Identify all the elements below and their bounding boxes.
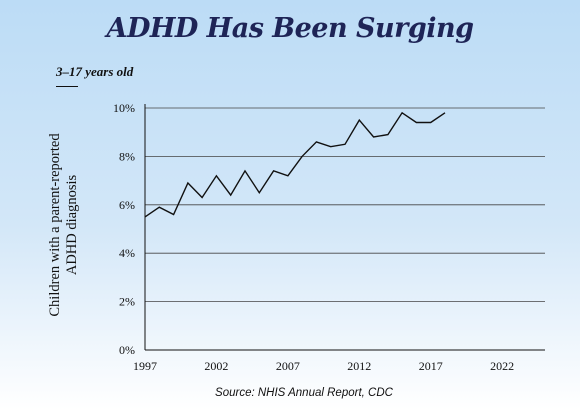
x-tick-label: 2002 (204, 359, 228, 373)
data-point (229, 194, 232, 197)
data-point (243, 169, 246, 172)
data-point (215, 174, 218, 177)
legend-line-swatch (56, 86, 78, 87)
data-point (386, 133, 389, 136)
y-tick-labels: 0% 2% 4% 6% 8% 10% (113, 101, 135, 357)
y-tick-label: 0% (119, 343, 135, 357)
source-note: Source: NHIS Annual Report, CDC (215, 387, 393, 399)
data-point (415, 121, 418, 124)
x-tick-label: 2007 (276, 359, 300, 373)
data-point (172, 213, 175, 216)
data-point (201, 196, 204, 199)
series-line (144, 111, 446, 218)
data-point (315, 140, 318, 143)
data-point (443, 111, 446, 114)
series-group (143, 111, 446, 218)
x-tick-labels: 1997 2002 2007 2012 2017 2022 (133, 359, 514, 373)
data-point (401, 111, 404, 114)
legend-label: 3–17 years old (56, 64, 134, 79)
data-point (143, 215, 146, 218)
y-tick-label: 4% (119, 246, 135, 260)
data-point (158, 206, 161, 209)
data-point (186, 181, 189, 184)
x-tick-label: 2022 (490, 359, 514, 373)
x-tick-label: 2012 (347, 359, 371, 373)
data-point (358, 119, 361, 122)
x-tick-label: 1997 (133, 359, 157, 373)
x-tick-label: 2017 (419, 359, 443, 373)
data-point (286, 174, 289, 177)
gridlines (145, 107, 545, 303)
axes (144, 104, 545, 351)
data-point (372, 135, 375, 138)
chart-title: ADHD Has Been Surging (106, 13, 475, 44)
y-tick-label: 2% (119, 295, 135, 309)
data-point (258, 191, 261, 194)
y-tick-label: 10% (113, 101, 135, 115)
y-tick-label: 6% (119, 198, 135, 212)
data-point (343, 143, 346, 146)
data-point (272, 169, 275, 172)
y-tick-label: 8% (119, 149, 135, 163)
data-point (429, 121, 432, 124)
data-point (301, 155, 304, 158)
data-point (329, 145, 332, 148)
